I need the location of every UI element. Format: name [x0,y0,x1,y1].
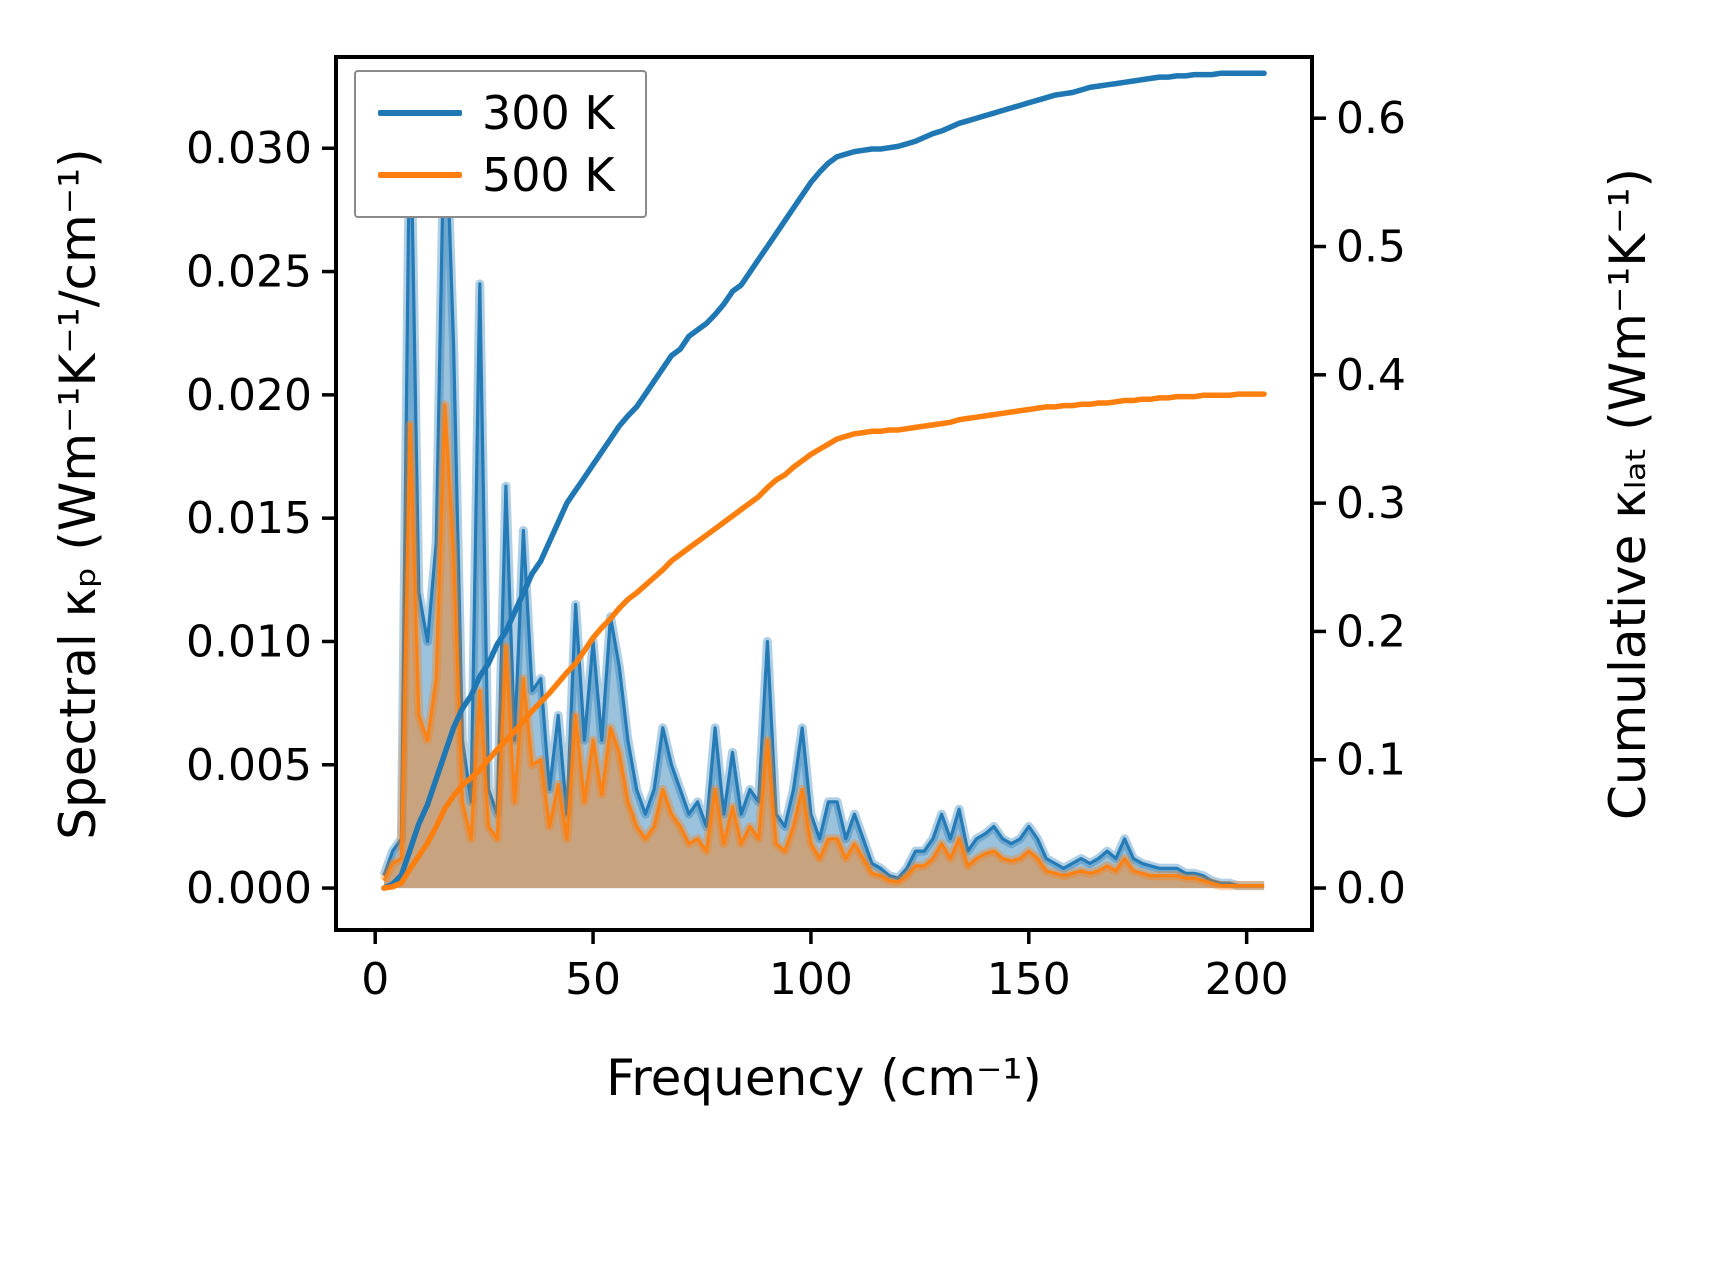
svg-text:0.030: 0.030 [186,123,312,174]
svg-text:0: 0 [361,954,389,1005]
svg-text:0.1: 0.1 [1336,735,1406,786]
legend-label-500k: 500 K [482,148,615,202]
svg-text:0.000: 0.000 [186,863,312,914]
legend: 300 K 500 K [354,70,647,218]
svg-text:0.015: 0.015 [186,493,312,544]
svg-text:50: 50 [565,954,621,1005]
svg-text:0.4: 0.4 [1336,350,1406,401]
legend-line-300k-icon [378,110,462,116]
svg-text:0.005: 0.005 [186,740,312,791]
svg-text:0.6: 0.6 [1336,93,1406,144]
legend-item-500k: 500 K [378,152,615,198]
legend-label-300k: 300 K [482,86,615,140]
svg-text:200: 200 [1205,954,1289,1005]
legend-line-500k-icon [378,172,462,178]
legend-item-300k: 300 K [378,90,615,136]
svg-text:0.0: 0.0 [1336,863,1406,914]
svg-text:100: 100 [769,954,853,1005]
svg-text:0.010: 0.010 [186,616,312,667]
svg-text:0.020: 0.020 [186,370,312,421]
svg-text:0.5: 0.5 [1336,222,1406,273]
svg-text:0.2: 0.2 [1336,606,1406,657]
svg-text:0.3: 0.3 [1336,478,1406,529]
svg-text:0.025: 0.025 [186,247,312,298]
svg-text:150: 150 [987,954,1071,1005]
